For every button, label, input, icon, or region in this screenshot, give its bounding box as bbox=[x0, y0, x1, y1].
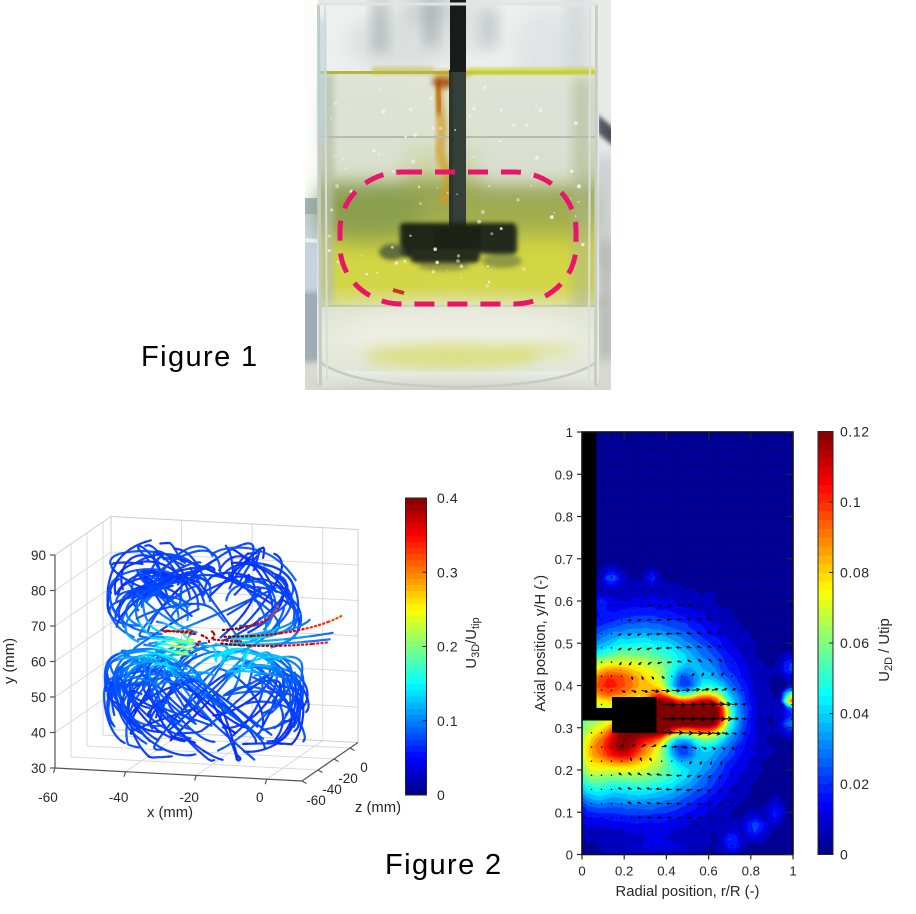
svg-text:Figure 2: Figure 2 bbox=[385, 849, 503, 881]
svg-text:-60: -60 bbox=[306, 793, 326, 808]
svg-text:0: 0 bbox=[256, 790, 264, 805]
svg-text:30: 30 bbox=[31, 761, 46, 776]
svg-text:0.04: 0.04 bbox=[840, 706, 870, 722]
svg-text:1: 1 bbox=[789, 864, 796, 879]
svg-text:Radial position, r/R (-): Radial position, r/R (-) bbox=[616, 884, 760, 900]
svg-text:80: 80 bbox=[31, 584, 46, 599]
svg-text:0.2: 0.2 bbox=[437, 639, 458, 655]
svg-text:0.4: 0.4 bbox=[657, 864, 675, 879]
svg-text:0.1: 0.1 bbox=[437, 713, 458, 729]
svg-text:z (mm): z (mm) bbox=[355, 800, 401, 816]
svg-text:0.06: 0.06 bbox=[840, 635, 870, 651]
svg-text:0: 0 bbox=[578, 864, 585, 879]
svg-text:U2D / Utip: U2D / Utip bbox=[877, 618, 895, 681]
svg-text:60: 60 bbox=[31, 655, 46, 670]
svg-text:-20: -20 bbox=[338, 771, 358, 786]
svg-text:0.12: 0.12 bbox=[840, 424, 870, 440]
svg-text:0: 0 bbox=[566, 848, 573, 863]
svg-text:0.5: 0.5 bbox=[555, 636, 573, 651]
svg-text:0.02: 0.02 bbox=[840, 776, 870, 792]
svg-text:0.6: 0.6 bbox=[555, 594, 573, 609]
svg-text:0.9: 0.9 bbox=[555, 467, 573, 482]
svg-text:0.2: 0.2 bbox=[555, 763, 573, 778]
svg-text:-40: -40 bbox=[109, 790, 129, 805]
svg-text:0.7: 0.7 bbox=[555, 552, 573, 567]
svg-text:0: 0 bbox=[840, 847, 848, 863]
svg-text:70: 70 bbox=[31, 619, 46, 634]
svg-text:y (mm): y (mm) bbox=[2, 638, 18, 684]
svg-text:0.8: 0.8 bbox=[742, 864, 760, 879]
svg-text:0.1: 0.1 bbox=[555, 805, 573, 820]
svg-text:40: 40 bbox=[31, 726, 46, 741]
svg-text:x (mm): x (mm) bbox=[147, 805, 193, 821]
svg-text:0: 0 bbox=[437, 787, 445, 803]
svg-text:0.2: 0.2 bbox=[615, 864, 633, 879]
svg-text:0.3: 0.3 bbox=[437, 564, 458, 580]
svg-text:1: 1 bbox=[566, 425, 573, 440]
svg-text:Axial position, y/H (-): Axial position, y/H (-) bbox=[533, 575, 549, 712]
svg-text:0.1: 0.1 bbox=[840, 494, 861, 510]
svg-text:0: 0 bbox=[360, 760, 368, 775]
svg-text:0.3: 0.3 bbox=[555, 721, 573, 736]
svg-text:90: 90 bbox=[31, 548, 46, 563]
svg-text:0.4: 0.4 bbox=[555, 679, 573, 694]
svg-text:0.8: 0.8 bbox=[555, 510, 573, 525]
svg-text:-40: -40 bbox=[322, 782, 342, 797]
svg-text:50: 50 bbox=[31, 690, 46, 705]
svg-text:0.6: 0.6 bbox=[699, 864, 717, 879]
svg-text:0.08: 0.08 bbox=[840, 565, 870, 581]
svg-text:-20: -20 bbox=[179, 790, 199, 805]
svg-text:Figure 1: Figure 1 bbox=[141, 341, 259, 373]
svg-text:-60: -60 bbox=[38, 790, 58, 805]
svg-text:0.4: 0.4 bbox=[437, 490, 458, 506]
